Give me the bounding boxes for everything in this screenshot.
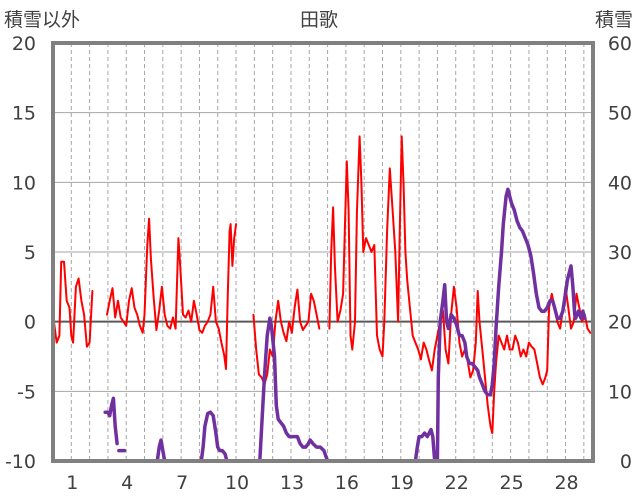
- x-tick-label: 16: [335, 472, 359, 494]
- left-tick-label: 10: [12, 172, 36, 194]
- series-line: [328, 135, 592, 435]
- x-tick-label: 19: [390, 472, 414, 494]
- left-axis-label: 積雪以外: [4, 9, 80, 31]
- right-tick-label: 30: [608, 242, 632, 264]
- right-tick-label: 20: [608, 312, 632, 334]
- plot-frame: [51, 41, 595, 463]
- left-tick-label: -5: [17, 381, 36, 403]
- x-tick-label: 1: [66, 472, 78, 494]
- x-tick-label: 13: [280, 472, 304, 494]
- x-tick-label: 28: [554, 472, 578, 494]
- series-line: [52, 260, 94, 348]
- series-layer: [52, 135, 592, 463]
- left-tick-label: 5: [24, 242, 36, 264]
- right-tick-label: 40: [608, 172, 632, 194]
- right-tick-label: 10: [608, 381, 632, 403]
- snow-depth-line: [573, 309, 587, 320]
- chart-title: 田歌: [300, 9, 338, 31]
- x-tick-label: 4: [121, 472, 133, 494]
- right-axis-ticks: 60 50 40 30 20 10 0: [608, 33, 632, 473]
- x-tick-label: 10: [225, 472, 249, 494]
- right-tick-label: 0: [620, 451, 632, 473]
- x-tick-label: 7: [176, 472, 188, 494]
- snow-depth-line: [124, 187, 577, 463]
- left-tick-label: 0: [24, 312, 36, 334]
- x-axis-ticks: 1 4 7 10 13 16 19 22 25 28: [66, 472, 578, 494]
- x-tick-label: 25: [500, 472, 524, 494]
- left-tick-label: 20: [12, 33, 36, 55]
- right-tick-label: 50: [608, 103, 632, 125]
- grid: [53, 43, 593, 461]
- x-tick-label: 22: [445, 472, 469, 494]
- snow-depth-line: [103, 396, 119, 446]
- series-line: [106, 217, 238, 370]
- left-axis-ticks: 20 15 10 5 0 -5 -10: [5, 33, 36, 473]
- left-tick-label: -10: [5, 451, 36, 473]
- left-tick-label: 15: [12, 103, 36, 125]
- right-axis-label: 積雪: [595, 9, 633, 31]
- right-tick-label: 60: [608, 33, 632, 55]
